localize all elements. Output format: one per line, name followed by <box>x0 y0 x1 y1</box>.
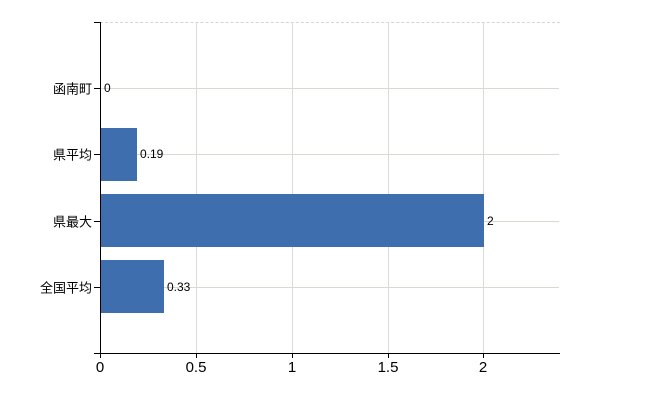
vertical-gridline <box>388 22 389 353</box>
x-axis-line <box>100 353 560 354</box>
y-axis-line <box>100 22 101 353</box>
x-axis-tick <box>388 353 389 358</box>
horizontal-gridline <box>100 287 559 288</box>
category-label: 県平均 <box>52 147 92 163</box>
bar-value-label: 0.19 <box>140 147 164 161</box>
x-axis-tick <box>100 353 101 358</box>
vertical-gridline <box>483 22 484 353</box>
category-label: 全国平均 <box>39 280 92 296</box>
x-axis-tick <box>483 353 484 358</box>
horizontal-gridline <box>100 88 559 89</box>
x-axis-tick-label: 1.5 <box>377 359 399 376</box>
category-label: 函南町 <box>52 81 92 97</box>
y-axis-tick <box>94 287 100 288</box>
bar-県最大 <box>101 194 484 247</box>
vertical-gridline <box>292 22 293 353</box>
y-axis-tick <box>94 154 100 155</box>
bar-value-label: 2 <box>487 214 494 228</box>
plot-top-border <box>100 22 560 23</box>
x-axis-tick-label: 2 <box>478 359 488 376</box>
x-axis-tick-label: 0 <box>95 359 105 376</box>
horizontal-gridline <box>100 154 559 155</box>
y-axis-tick <box>94 22 100 23</box>
bar-全国平均 <box>101 260 164 313</box>
x-axis-tick <box>196 353 197 358</box>
category-label: 県最大 <box>52 214 92 230</box>
vertical-gridline <box>196 22 197 353</box>
bar-value-label: 0.33 <box>167 280 191 294</box>
x-axis-tick-label: 0.5 <box>185 359 207 376</box>
x-axis-tick <box>292 353 293 358</box>
bar-value-label: 0 <box>104 81 111 95</box>
bar-県平均 <box>101 128 137 181</box>
y-axis-tick <box>94 88 100 89</box>
x-axis-tick-label: 1 <box>287 359 297 376</box>
y-axis-tick <box>94 221 100 222</box>
y-axis-tick <box>94 353 100 354</box>
